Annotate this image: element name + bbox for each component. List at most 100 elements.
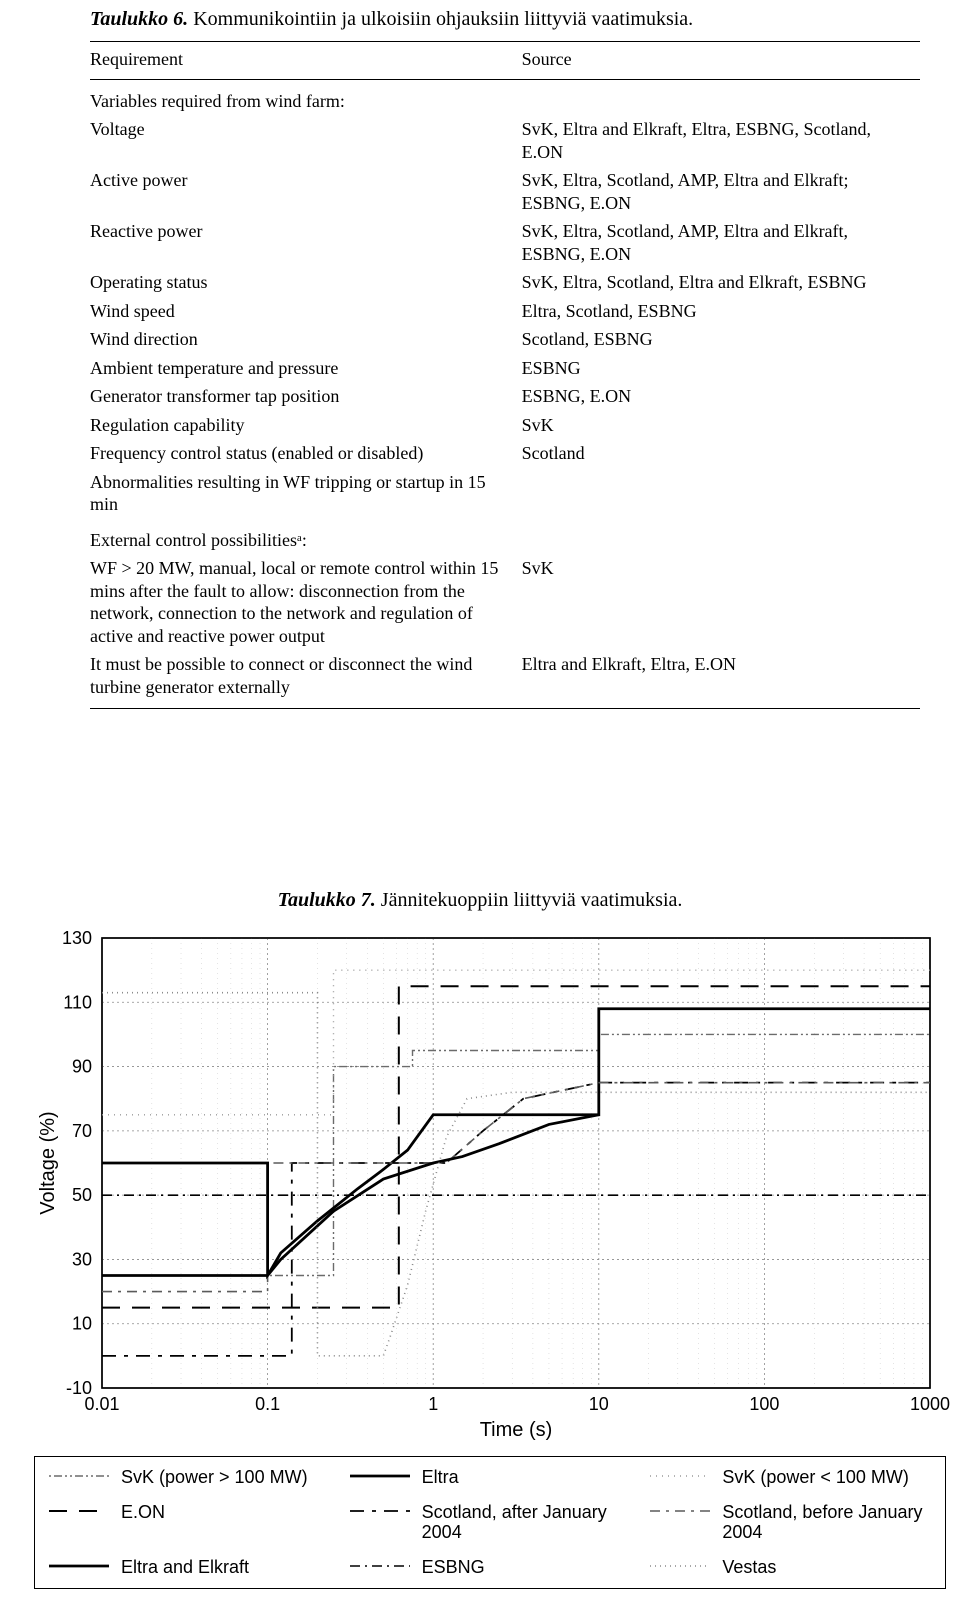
legend-swatch: [348, 1502, 412, 1520]
cell-requirement: Regulation capability: [90, 411, 522, 440]
cell-requirement: WF > 20 MW, manual, local or remote cont…: [90, 554, 522, 650]
cell-source: SvK, Eltra, Scotland, AMP, Eltra and Elk…: [522, 166, 920, 217]
table-row: Frequency control status (enabled or dis…: [90, 439, 920, 468]
cell-source: SvK: [522, 411, 920, 440]
cell-requirement: Variables required from wind farm:: [90, 79, 522, 115]
table-row: Variables required from wind farm:: [90, 79, 920, 115]
legend-label: Eltra and Elkraft: [121, 1557, 249, 1578]
svg-text:Voltage (%): Voltage (%): [37, 1111, 59, 1214]
legend-label: Eltra: [422, 1467, 459, 1488]
table-row: Operating statusSvK, Eltra, Scotland, El…: [90, 268, 920, 297]
legend-item: Vestas: [648, 1557, 933, 1578]
svg-text:1: 1: [428, 1394, 438, 1414]
spacer: [30, 709, 930, 889]
table-row: Wind directionScotland, ESBNG: [90, 325, 920, 354]
cell-source: Scotland, ESBNG: [522, 325, 920, 354]
table-row: Abnormalities resulting in WF tripping o…: [90, 468, 920, 519]
chart-svg: 0.010.11101001000-101030507090110130Time…: [30, 918, 950, 1448]
svg-text:10: 10: [72, 1314, 92, 1334]
table-row: VoltageSvK, Eltra and Elkraft, Eltra, ES…: [90, 115, 920, 166]
cell-requirement: Ambient temperature and pressure: [90, 354, 522, 383]
legend-swatch: [47, 1467, 111, 1485]
svg-text:-10: -10: [66, 1378, 92, 1398]
legend-label: Vestas: [722, 1557, 776, 1578]
legend-item: Eltra: [348, 1467, 633, 1488]
table6-caption-text: Kommunikointiin ja ulkoisiin ohjauksiin …: [188, 8, 693, 30]
legend-label: ESBNG: [422, 1557, 485, 1578]
table-row: Ambient temperature and pressureESBNG: [90, 354, 920, 383]
cell-requirement: Frequency control status (enabled or dis…: [90, 439, 522, 468]
cell-source: [522, 468, 920, 519]
cell-source: SvK, Eltra, Scotland, Eltra and Elkraft,…: [522, 268, 920, 297]
svg-text:10: 10: [589, 1394, 609, 1414]
table-row: It must be possible to connect or discon…: [90, 650, 920, 709]
col-requirement: Requirement: [90, 42, 522, 80]
table-row: Regulation capabilitySvK: [90, 411, 920, 440]
cell-requirement: External control possibilitiesᵃ:: [90, 519, 522, 555]
legend: SvK (power > 100 MW) Eltra SvK (power < 10…: [34, 1456, 946, 1589]
legend-item: ESBNG: [348, 1557, 633, 1578]
legend-swatch: [47, 1502, 111, 1520]
legend-swatch: [348, 1557, 412, 1575]
legend-swatch: [648, 1467, 712, 1485]
legend-label: Scotland, before January 2004: [722, 1502, 933, 1543]
svg-text:110: 110: [63, 992, 92, 1012]
svg-text:130: 130: [62, 928, 92, 948]
legend-item: Scotland, after January 2004: [348, 1502, 633, 1543]
svg-text:0.1: 0.1: [255, 1394, 280, 1414]
table7-caption-text: Jännitekuoppiin liittyviä vaatimuksia.: [376, 889, 683, 911]
table7-caption: Taulukko 7. Jännitekuoppiin liittyviä va…: [30, 889, 930, 912]
col-source: Source: [522, 42, 920, 80]
svg-text:100: 100: [749, 1394, 779, 1414]
cell-source: ESBNG: [522, 354, 920, 383]
table-row: External control possibilitiesᵃ:: [90, 519, 920, 555]
legend-swatch: [47, 1557, 111, 1575]
table-row: Generator transformer tap positionESBNG,…: [90, 382, 920, 411]
legend-swatch: [648, 1557, 712, 1575]
legend-item: E.ON: [47, 1502, 332, 1543]
table-row: Reactive powerSvK, Eltra, Scotland, AMP,…: [90, 217, 920, 268]
svg-text:70: 70: [72, 1121, 92, 1141]
cell-requirement: Active power: [90, 166, 522, 217]
svg-text:30: 30: [72, 1249, 92, 1269]
cell-source: Scotland: [522, 439, 920, 468]
cell-source: SvK, Eltra, Scotland, AMP, Eltra and Elk…: [522, 217, 920, 268]
cell-requirement: It must be possible to connect or discon…: [90, 650, 522, 709]
table6-caption: Taulukko 6. Kommunikointiin ja ulkoisiin…: [90, 8, 930, 31]
page: Taulukko 6. Kommunikointiin ja ulkoisiin…: [0, 0, 960, 1609]
cell-requirement: Abnormalities resulting in WF tripping o…: [90, 468, 522, 519]
legend-label: SvK (power < 100 MW): [722, 1467, 909, 1488]
legend-item: Eltra and Elkraft: [47, 1557, 332, 1578]
cell-source: ESBNG, E.ON: [522, 382, 920, 411]
table-row: WF > 20 MW, manual, local or remote cont…: [90, 554, 920, 650]
cell-source: Eltra, Scotland, ESBNG: [522, 297, 920, 326]
cell-requirement: Wind speed: [90, 297, 522, 326]
cell-source: [522, 519, 920, 555]
table-row: Active powerSvK, Eltra, Scotland, AMP, E…: [90, 166, 920, 217]
cell-source: [522, 79, 920, 115]
cell-requirement: Operating status: [90, 268, 522, 297]
cell-source: SvK, Eltra and Elkraft, Eltra, ESBNG, Sc…: [522, 115, 920, 166]
table7-caption-num: Taulukko 7.: [278, 889, 376, 911]
legend-label: Scotland, after January 2004: [422, 1502, 633, 1543]
legend-item: SvK (power > 100 MW): [47, 1467, 332, 1488]
legend-swatch: [348, 1467, 412, 1485]
cell-source: SvK: [522, 554, 920, 650]
cell-requirement: Wind direction: [90, 325, 522, 354]
legend-item: SvK (power < 100 MW): [648, 1467, 933, 1488]
legend-item: Scotland, before January 2004: [648, 1502, 933, 1543]
cell-requirement: Generator transformer tap position: [90, 382, 522, 411]
table-row: Wind speedEltra, Scotland, ESBNG: [90, 297, 920, 326]
cell-requirement: Voltage: [90, 115, 522, 166]
legend-label: E.ON: [121, 1502, 165, 1523]
cell-requirement: Reactive power: [90, 217, 522, 268]
requirements-table: Requirement Source Variables required fr…: [90, 41, 920, 709]
legend-label: SvK (power > 100 MW): [121, 1467, 308, 1488]
voltage-dip-chart: 0.010.11101001000-101030507090110130Time…: [30, 918, 950, 1589]
cell-source: Eltra and Elkraft, Eltra, E.ON: [522, 650, 920, 709]
svg-text:Time (s): Time (s): [480, 1419, 553, 1441]
legend-swatch: [648, 1502, 712, 1520]
svg-text:90: 90: [72, 1057, 92, 1077]
table6-caption-num: Taulukko 6.: [90, 8, 188, 30]
svg-text:50: 50: [72, 1185, 92, 1205]
